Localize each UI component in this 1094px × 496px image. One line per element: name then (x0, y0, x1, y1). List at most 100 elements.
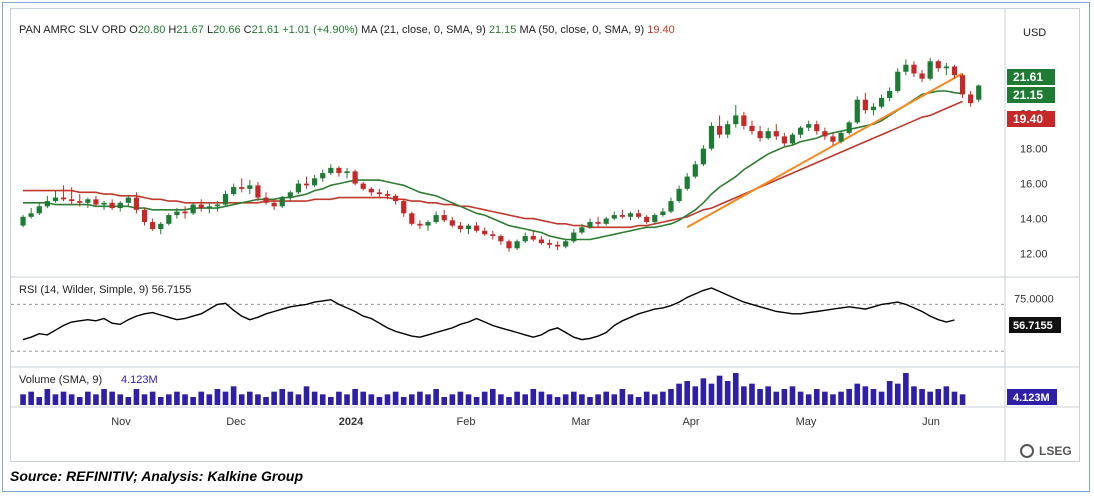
volume-bar (319, 394, 326, 405)
volume-bar (903, 373, 909, 405)
candle-body (652, 215, 658, 223)
header-field: 21.15 (489, 24, 520, 36)
candle-body (530, 236, 536, 240)
volume-bar (392, 391, 399, 405)
rsi-tick-label: 75.0000 (1014, 294, 1054, 306)
trend-line (686, 72, 964, 229)
candle-body (271, 202, 277, 207)
candle-body (449, 220, 455, 226)
volume-bar (619, 389, 626, 405)
candle-body (789, 134, 796, 144)
volume-bar (692, 386, 699, 405)
volume-bar (676, 383, 682, 405)
candle-body (692, 164, 698, 177)
candle-body (514, 241, 520, 249)
candle-body (433, 215, 439, 223)
candle-body (587, 222, 593, 228)
candle-body (474, 225, 480, 231)
volume-bar (166, 394, 172, 405)
candle-body (959, 75, 966, 95)
ma21-line (23, 90, 963, 241)
volume-bar (506, 397, 512, 405)
candle-body (36, 206, 42, 214)
candle-body (822, 131, 828, 137)
volume-bar (951, 391, 958, 405)
volume-bar (36, 397, 43, 405)
volume-bar (830, 394, 836, 405)
volume-bar (789, 386, 796, 405)
volume-bar (749, 383, 755, 405)
volume-badge-bg (1007, 389, 1057, 405)
volume-bar (562, 394, 569, 405)
volume-bar (668, 389, 674, 405)
volume-bar (182, 394, 188, 405)
volume-bar (870, 389, 877, 405)
volume-bar (651, 394, 658, 405)
candle-body (522, 236, 528, 242)
header-field: +1.01 (+4.90%) (282, 24, 361, 36)
volume-bar (20, 394, 26, 405)
volume-bar (570, 391, 577, 405)
candle-body (44, 201, 50, 207)
volume-bar (635, 397, 642, 405)
candle-body (806, 124, 812, 128)
header-field: C (244, 24, 252, 36)
volume-bar (295, 394, 302, 405)
candle-body (733, 115, 739, 125)
candle-body (336, 167, 342, 174)
rsi-badge-bg (1009, 317, 1061, 333)
volume-bar (28, 391, 34, 405)
volume-bar (174, 391, 180, 405)
volume-bar (773, 391, 780, 405)
header-field: 21.67 (176, 24, 207, 36)
volume-bar (546, 394, 553, 405)
volume-bar (417, 391, 423, 405)
volume-bar (643, 391, 650, 405)
header-field: L (207, 24, 213, 36)
volume-bar (595, 394, 601, 405)
candle-body (198, 204, 204, 209)
candle-body (911, 64, 917, 74)
volume-bar (708, 383, 715, 405)
candle-body (708, 125, 715, 149)
volume-bar (149, 391, 156, 405)
volume-bar (554, 397, 561, 405)
volume-bar (838, 391, 844, 405)
x-axis-label: Nov (111, 416, 131, 428)
candle-body (409, 213, 415, 224)
rsi-line (22, 287, 955, 341)
volume-bar (943, 386, 950, 405)
volume-bar (862, 386, 869, 405)
stock-chart: PAN AMRC SLV ORD O20.80 H21.67 L20.66 C2… (11, 9, 1079, 461)
volume-bar (716, 375, 723, 405)
ma21-badge-bg (1007, 87, 1055, 103)
chart-header: PAN AMRC SLV ORD O20.80 H21.67 L20.66 C2… (19, 24, 675, 36)
volume-bar (449, 394, 456, 405)
candle-body (77, 201, 83, 203)
price-tick-label: 18.00 (1020, 144, 1048, 156)
volume-bar (822, 391, 828, 405)
volume-bar (846, 389, 852, 405)
candle-body (93, 199, 99, 205)
candle-body (919, 73, 925, 79)
candle-body (968, 94, 974, 104)
volume-bar (797, 391, 804, 405)
price-tick-label: 16.00 (1020, 179, 1048, 191)
volume-bar (109, 391, 115, 405)
x-axis-label: Jun (922, 416, 940, 428)
candle-body (28, 213, 34, 217)
candle-body (595, 222, 601, 224)
volume-bar (700, 378, 707, 405)
header-field: 21.61 (252, 24, 283, 36)
brand-logo-icon (1020, 444, 1034, 458)
candle-body (320, 173, 326, 179)
volume-bar (433, 389, 439, 405)
volume-bar (490, 389, 496, 405)
candle-body (457, 225, 464, 230)
volume-bar (919, 389, 925, 405)
candle-body (376, 192, 383, 195)
volume-bar (238, 394, 245, 405)
volume-bar (190, 397, 196, 405)
candle-body (52, 197, 59, 202)
volume-bar (214, 389, 221, 405)
